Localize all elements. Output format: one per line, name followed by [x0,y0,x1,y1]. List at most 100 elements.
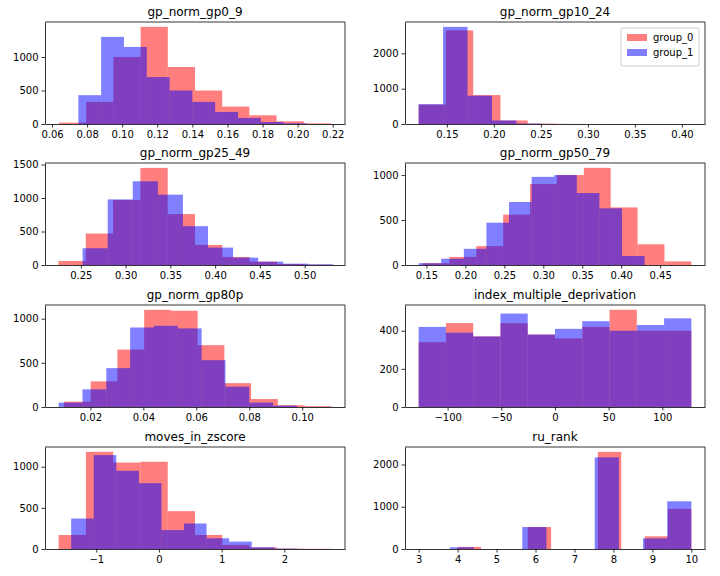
x-tick: 6 [533,549,539,565]
histogram-bar [528,335,555,407]
y-tick-label: 0 [32,402,38,413]
x-axis: 345678910 [406,549,706,565]
chart-root: 0.060.080.100.120.140.160.180.200.220500… [0,0,720,576]
x-axis-line [406,124,706,125]
histogram-bar [532,177,555,265]
y-tick-label: 0 [392,119,398,130]
histogram-bar [249,403,273,407]
histogram-bar [116,471,139,549]
x-tick-label: 0.25 [494,270,516,281]
y-tick-label: 1000 [373,83,398,94]
x-tick-label: 0.30 [577,129,599,140]
x-tick: 0.50 [294,265,316,281]
y-tick-mark [42,407,46,408]
histogram-bar [419,105,446,124]
frame-top [45,163,345,164]
plot-area [59,452,332,549]
x-tick-label: 0.35 [572,270,594,281]
x-tick-mark [227,124,228,128]
x-tick-mark [159,549,160,553]
histogram-bar [474,549,498,550]
histogram-bar [284,123,307,124]
x-tick-mark [333,124,334,128]
legend-swatch [627,34,647,41]
histogram-bar [582,321,609,407]
x-tick-label: 0.45 [650,270,672,281]
y-tick: 1000 [373,501,405,512]
histogram-bar [599,208,622,265]
x-tick: 2 [282,549,288,565]
y-tick: 0 [32,544,45,555]
x-tick-label: 0.22 [322,129,344,140]
x-tick-label: 0.16 [217,129,239,140]
y-tick-mark [42,508,46,509]
histogram-bar [528,335,555,407]
x-tick: 0.15 [416,265,438,281]
histogram-bar [192,102,215,124]
legend-swatch [627,49,647,56]
x-tick: 0.22 [322,124,344,140]
y-tick-label: 1000 [13,52,38,63]
x-tick-mark [465,265,466,269]
y-tick-label: 1000 [373,501,398,512]
plot-area [58,168,333,265]
x-tick-label: 3 [416,554,422,565]
y-tick-mark [402,89,406,90]
series [83,181,334,265]
x-tick: 0.20 [287,124,309,140]
y-tick: 400 [379,325,405,336]
x-tick: 0 [156,549,162,565]
y-tick: 0 [392,119,405,130]
histogram-bar [565,123,589,124]
y-tick: 1000 [13,52,45,63]
histogram-bar [419,263,442,265]
x-tick-label: 0.10 [292,412,314,423]
histogram-bar [577,193,600,265]
y-tick-mark [42,198,46,199]
x-tick-mark [52,124,53,128]
histogram-bar [78,95,101,124]
histogram-bar [468,96,492,124]
x-tick-mark [501,407,502,411]
histogram-bar [168,67,195,124]
x-tick-mark [662,407,663,411]
x-tick: 0.35 [624,124,646,140]
x-tick-label: 0.08 [76,129,98,140]
x-tick-mark [588,124,589,128]
histogram-bar [571,549,595,550]
x-tick-label: 0.15 [436,129,458,140]
x-tick-mark [494,124,495,128]
frame-right [705,447,706,549]
x-tick: 0.30 [115,265,137,281]
histogram-bar [238,118,261,124]
x-tick-mark [536,549,537,553]
y-tick-label: 400 [379,325,398,336]
series [58,168,331,265]
x-axis-line [46,549,346,550]
x-tick-label: 7 [572,554,578,565]
x-tick-label: 10 [685,554,698,565]
series [71,455,297,549]
histogram-bar [124,47,147,124]
x-tick: 0.08 [76,124,98,140]
y-tick-label: 200 [379,364,398,375]
x-tick-mark [691,549,692,553]
y-tick-mark [402,369,406,370]
x-tick: 50 [603,407,616,423]
x-tick-label: 0.40 [611,270,633,281]
x-tick-label: 0 [552,412,558,423]
x-axis: 0.020.040.060.080.10 [46,407,346,423]
x-tick-label: 0.20 [287,129,309,140]
x-tick: 100 [653,407,672,423]
x-tick-mark [157,124,158,128]
frame-right [345,305,346,407]
y-tick-label: 2000 [373,48,398,59]
background [0,0,720,576]
x-tick: 0.40 [611,265,633,281]
histogram-bar [258,262,283,265]
histogram-bar [610,331,637,407]
histogram-bar [261,122,284,124]
y-tick-label: 1000 [13,313,38,324]
subplot: 0.150.200.250.300.350.40010002000gp_norm… [373,5,705,140]
x-tick: 5 [494,549,500,565]
